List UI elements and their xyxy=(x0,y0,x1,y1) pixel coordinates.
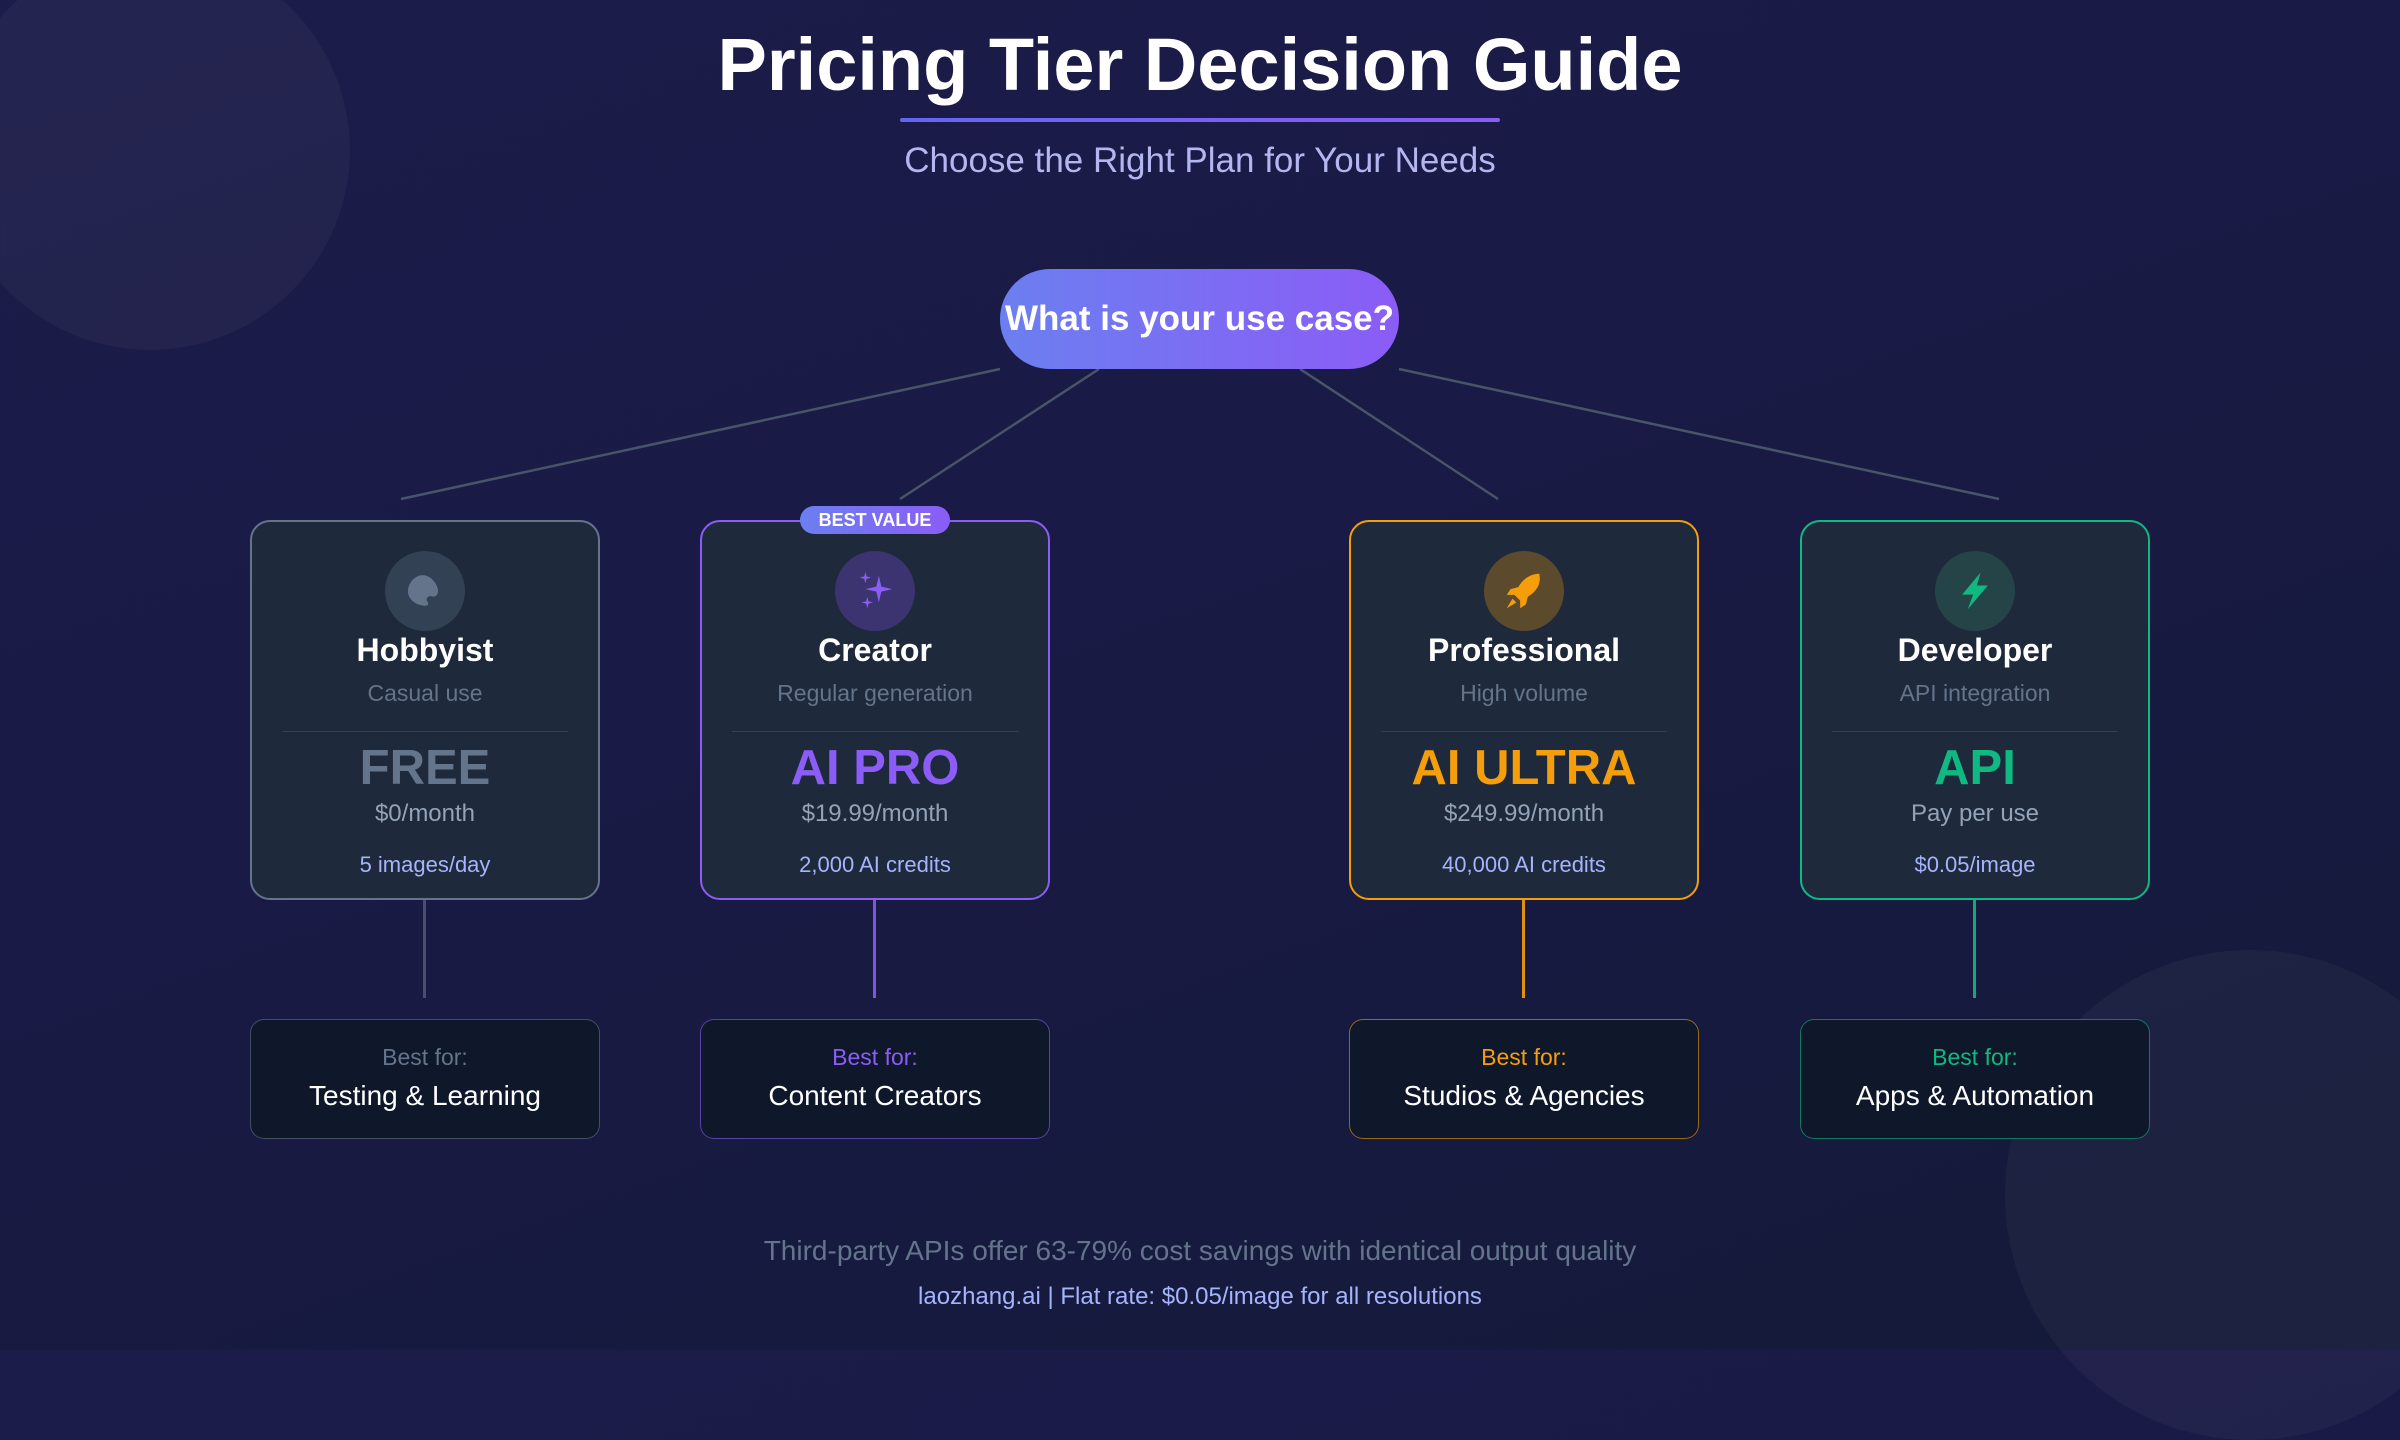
tier-card-professional: Professional High volume AI ULTRA $249.9… xyxy=(1349,520,1699,900)
sparkles-icon xyxy=(835,551,915,631)
footer-note: Third-party APIs offer 63-79% cost savin… xyxy=(763,1235,1637,1266)
plan-name: API xyxy=(1934,741,2016,795)
tier-subtitle: Casual use xyxy=(367,680,483,706)
tier-card-developer: Developer API integration API Pay per us… xyxy=(1800,520,2150,900)
connector-line xyxy=(1299,367,1499,501)
tier-name: Professional xyxy=(1427,632,1621,668)
best-for-label: Best for: xyxy=(832,1044,918,1070)
lightning-icon xyxy=(1935,551,2015,631)
page-subtitle: Choose the Right Plan for Your Needs xyxy=(904,141,1496,180)
best-for-label: Best for: xyxy=(382,1044,468,1070)
best-for-box-creator: Best for: Content Creators xyxy=(700,1019,1050,1139)
tier-subtitle: Regular generation xyxy=(777,680,973,706)
best-for-value: Content Creators xyxy=(768,1080,982,1111)
tier-card-hobbyist: Hobbyist Casual use FREE $0/month 5 imag… xyxy=(250,520,600,900)
tier-name: Creator xyxy=(818,632,932,668)
palette-icon xyxy=(385,551,465,631)
best-for-value: Testing & Learning xyxy=(309,1080,541,1111)
rocket-icon xyxy=(1484,551,1564,631)
plan-name: AI ULTRA xyxy=(1411,741,1637,795)
page-title: Pricing Tier Decision Guide xyxy=(717,23,1683,106)
plan-detail: $0.05/image xyxy=(1914,852,2036,877)
best-for-box-developer: Best for: Apps & Automation xyxy=(1800,1019,2150,1139)
divider xyxy=(732,731,1018,732)
tier-subtitle: High volume xyxy=(1460,680,1588,706)
best-for-box-hobbyist: Best for: Testing & Learning xyxy=(250,1019,600,1139)
connector-line xyxy=(423,900,426,998)
plan-price: $0/month xyxy=(374,800,476,827)
divider xyxy=(282,731,568,732)
best-for-box-professional: Best for: Studios & Agencies xyxy=(1349,1019,1699,1139)
connector-line xyxy=(899,367,1100,501)
plan-price: $249.99/month xyxy=(1443,800,1605,827)
plan-name: AI PRO xyxy=(790,741,960,795)
tier-subtitle: API integration xyxy=(1899,680,2051,706)
divider xyxy=(1832,731,2118,732)
best-for-value: Apps & Automation xyxy=(1855,1080,2095,1111)
connector-line xyxy=(1398,367,2000,501)
plan-price: $19.99/month xyxy=(801,800,949,827)
tier-card-creator: BEST VALUE Creator Regular generation AI… xyxy=(700,506,1050,900)
plan-price: Pay per use xyxy=(1910,800,2040,827)
tier-name: Hobbyist xyxy=(356,632,494,668)
connector-line xyxy=(1522,900,1525,998)
plan-detail: 40,000 AI credits xyxy=(1442,852,1606,877)
divider xyxy=(1381,731,1667,732)
plan-detail: 5 images/day xyxy=(359,852,491,877)
best-for-value: Studios & Agencies xyxy=(1403,1080,1645,1111)
connector-lines xyxy=(400,367,2000,501)
footer-source: laozhang.ai | Flat rate: $0.05/image for… xyxy=(918,1283,1482,1310)
connector-line xyxy=(1973,900,1976,998)
connector-line xyxy=(873,900,876,998)
best-value-badge: BEST VALUE xyxy=(800,506,950,534)
connector-line xyxy=(400,367,1001,501)
best-for-label: Best for: xyxy=(1481,1044,1567,1070)
title-underline xyxy=(900,118,1500,122)
plan-detail: 2,000 AI credits xyxy=(799,852,951,877)
root-question-node: What is your use case? xyxy=(1000,269,1399,369)
best-for-label: Best for: xyxy=(1932,1044,2018,1070)
plan-name: FREE xyxy=(359,741,491,795)
tier-name: Developer xyxy=(1897,632,2053,668)
